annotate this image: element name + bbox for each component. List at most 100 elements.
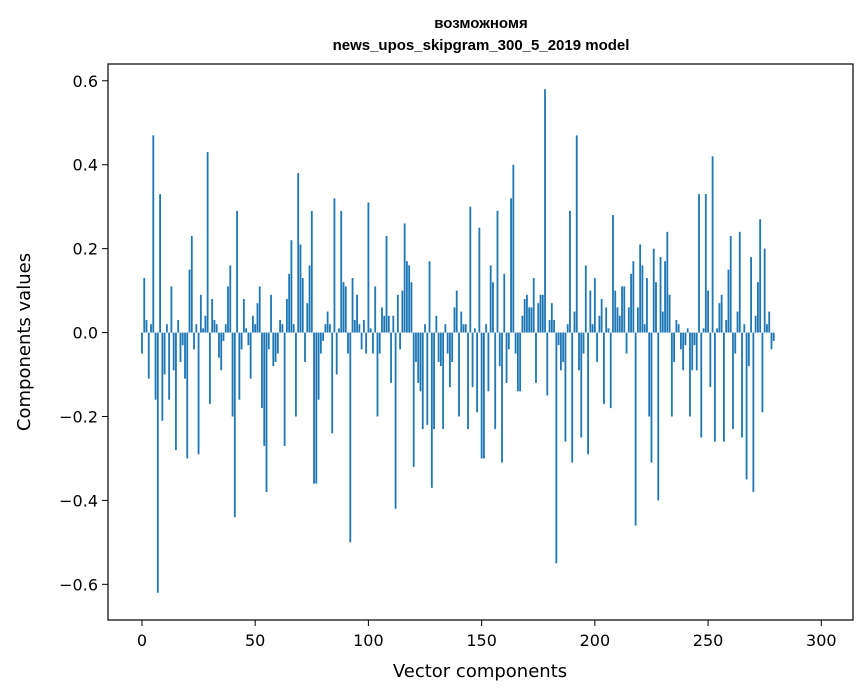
bar-47 — [247, 332, 250, 346]
bar-157 — [496, 210, 499, 333]
bar-95 — [356, 294, 358, 333]
bar-150 — [480, 332, 483, 459]
bar-38 — [227, 286, 229, 333]
bar-44 — [240, 332, 243, 350]
x-tick-label: 150 — [466, 631, 497, 650]
bar-13 — [170, 286, 173, 333]
bar-41 — [233, 332, 236, 518]
bar-127 — [428, 261, 431, 333]
bar-78 — [317, 332, 320, 400]
bar-218 — [634, 332, 637, 526]
y-tick-label: 0.4 — [73, 156, 98, 175]
bar-56 — [267, 332, 270, 350]
bar-241 — [686, 328, 689, 333]
bar-82 — [326, 311, 329, 333]
bar-242 — [689, 332, 691, 417]
x-tick-label: 200 — [580, 631, 611, 650]
bar-178 — [544, 89, 546, 333]
bar-177 — [541, 294, 544, 333]
bar-33 — [215, 324, 218, 333]
bar-222 — [643, 324, 646, 333]
bar-165 — [514, 332, 517, 354]
x-tick-label: 0 — [137, 631, 147, 650]
bar-143 — [464, 324, 467, 333]
bar-119 — [410, 282, 413, 333]
bar-268 — [747, 332, 750, 367]
bar-223 — [646, 278, 648, 333]
bar-99 — [365, 332, 368, 354]
bar-197 — [587, 332, 589, 455]
bar-192 — [575, 135, 578, 333]
y-tick-label: −0.4 — [59, 491, 98, 510]
bar-91 — [347, 332, 349, 354]
bar-176 — [539, 294, 542, 333]
bar-188 — [566, 324, 569, 333]
bar-122 — [417, 332, 420, 383]
bar-206 — [607, 328, 610, 333]
bar-73 — [306, 303, 309, 333]
bar-36 — [222, 332, 225, 341]
bar-199 — [591, 324, 594, 333]
bar-11 — [165, 324, 168, 333]
bar-173 — [532, 278, 535, 333]
bar-15 — [175, 332, 177, 451]
bar-18 — [181, 332, 184, 346]
bar-204 — [603, 332, 605, 404]
bar-98 — [362, 319, 365, 333]
bar-250 — [707, 290, 709, 333]
bar-89 — [342, 282, 345, 333]
bar-93 — [351, 278, 354, 333]
x-tick-label: 250 — [693, 631, 724, 650]
bar-72 — [304, 332, 306, 362]
bar-138 — [453, 307, 456, 333]
bar-252 — [711, 156, 714, 333]
bar-172 — [530, 307, 533, 333]
y-tick-label: 0.0 — [73, 324, 98, 343]
bar-230 — [661, 311, 664, 333]
bar-67 — [292, 324, 295, 333]
bar-23 — [193, 332, 195, 350]
bar-68 — [295, 332, 297, 417]
bar-181 — [550, 303, 553, 333]
bar-231 — [664, 261, 666, 333]
bar-185 — [559, 332, 562, 371]
bar-214 — [625, 332, 628, 354]
bar-236 — [675, 319, 678, 333]
bar-14 — [172, 332, 175, 371]
bar-1 — [143, 278, 146, 333]
bar-133 — [442, 332, 445, 430]
x-axis-ticks: 0 50 100 150 200 250 300 — [137, 620, 837, 650]
bar-142 — [462, 324, 465, 333]
x-tick-label: 50 — [245, 631, 265, 650]
bar-61 — [279, 319, 281, 333]
bar-17 — [179, 332, 182, 362]
bar-234 — [670, 332, 673, 417]
bar-10 — [163, 332, 166, 375]
bar-154 — [489, 265, 492, 333]
bar-28 — [204, 315, 207, 333]
bar-60 — [276, 332, 279, 354]
bar-87 — [338, 328, 340, 333]
bar-43 — [238, 332, 241, 400]
bar-180 — [548, 319, 551, 333]
bar-152 — [485, 324, 488, 333]
bar-19 — [184, 332, 186, 379]
y-tick-label: 0.2 — [73, 240, 98, 259]
plot-frame — [107, 63, 854, 621]
bar-194 — [580, 332, 583, 438]
bar-167 — [519, 332, 522, 392]
bar-120 — [412, 332, 415, 467]
bar-104 — [376, 332, 379, 417]
bar-22 — [190, 236, 193, 333]
bar-84 — [331, 332, 334, 434]
bar-126 — [426, 332, 429, 425]
bar-166 — [516, 332, 519, 392]
chart-title-line-2: news_upos_skipgram_300_5_2019 model — [333, 37, 630, 54]
bar-92 — [349, 332, 352, 543]
bar-21 — [188, 269, 191, 333]
bar-132 — [439, 332, 442, 367]
bar-156 — [494, 332, 497, 430]
bar-279 — [772, 332, 775, 341]
bar-275 — [763, 248, 766, 333]
bar-269 — [750, 257, 752, 333]
